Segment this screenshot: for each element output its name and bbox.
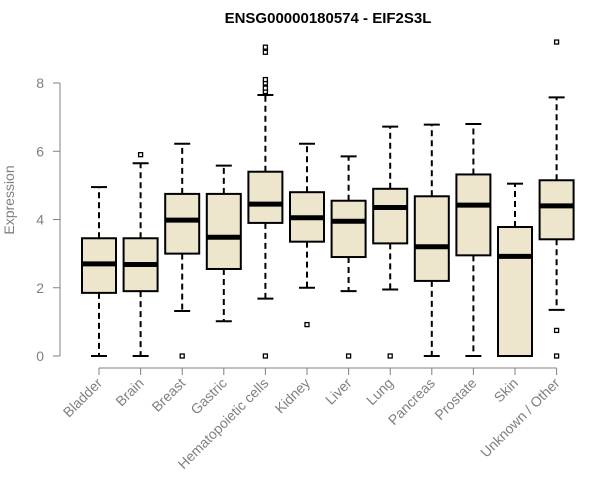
box-hematopoietic-cells bbox=[247, 44, 284, 359]
box-iqr bbox=[455, 173, 492, 257]
y-axis-label: Expression bbox=[1, 165, 17, 234]
y-tick-label: 8 bbox=[36, 75, 44, 91]
x-tick-label: Brain bbox=[112, 375, 146, 409]
x-tick-label: Breast bbox=[148, 375, 188, 415]
x-tick-label: Lung bbox=[363, 375, 396, 408]
outlier-point bbox=[262, 44, 269, 50]
outlier-point bbox=[304, 321, 310, 328]
box-prostate bbox=[455, 122, 492, 357]
box-breast bbox=[164, 142, 201, 359]
boxes-group bbox=[81, 39, 575, 359]
x-tick-label: Skin bbox=[491, 375, 522, 406]
box-bladder bbox=[81, 186, 117, 357]
y-tick-label: 0 bbox=[36, 348, 44, 364]
outlier-point bbox=[553, 39, 560, 45]
outlier-point bbox=[262, 85, 269, 91]
x-tick-label: Prostate bbox=[431, 375, 479, 423]
box-iqr bbox=[330, 199, 367, 259]
x-tick-label: Liver bbox=[322, 375, 355, 408]
chart-title: ENSG00000180574 - EIF2S3L bbox=[225, 10, 432, 27]
box-iqr bbox=[372, 187, 409, 245]
y-tick-label: 4 bbox=[36, 212, 44, 228]
box-lung bbox=[372, 125, 409, 359]
x-tick-label: Kidney bbox=[272, 375, 314, 417]
box-iqr bbox=[205, 192, 242, 270]
outlier-point bbox=[137, 152, 144, 158]
outlier-point bbox=[387, 353, 393, 359]
outlier-point bbox=[262, 353, 269, 359]
box-iqr bbox=[497, 226, 533, 357]
box-iqr bbox=[247, 170, 284, 224]
box-liver bbox=[330, 155, 367, 359]
y-tick-label: 2 bbox=[36, 280, 44, 296]
outlier-point bbox=[553, 327, 560, 334]
outlier-point bbox=[553, 353, 560, 359]
outlier-point bbox=[179, 353, 185, 359]
box-brain bbox=[122, 152, 159, 357]
y-axis: 0 2 4 6 8 bbox=[36, 75, 61, 364]
box-pancreas bbox=[413, 123, 450, 357]
box-skin bbox=[497, 182, 533, 357]
y-tick-label: 6 bbox=[36, 143, 44, 159]
box-iqr bbox=[164, 192, 201, 255]
box-iqr bbox=[413, 195, 450, 282]
x-tick-label: Unknown / Other bbox=[477, 375, 563, 461]
outlier-point bbox=[262, 49, 269, 55]
box-iqr bbox=[538, 179, 575, 241]
box-kidney bbox=[289, 142, 325, 328]
x-tick-label: Bladder bbox=[60, 375, 106, 421]
outlier-point bbox=[345, 353, 352, 359]
outlier-point bbox=[262, 76, 269, 83]
box-gastric bbox=[205, 164, 242, 323]
box-unknown-other bbox=[538, 39, 575, 359]
